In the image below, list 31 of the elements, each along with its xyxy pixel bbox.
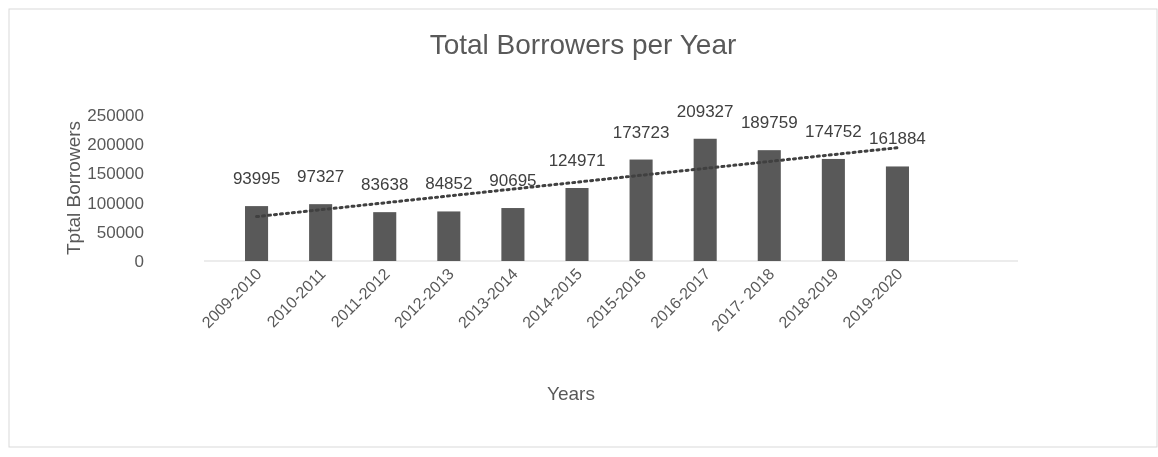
data-label: 97327 <box>297 167 345 187</box>
bar <box>437 211 461 261</box>
y-tick-label: 0 <box>134 252 144 271</box>
chart-title: Total Borrowers per Year <box>429 29 737 60</box>
bar <box>373 212 397 261</box>
bar <box>501 208 525 261</box>
data-label: 83638 <box>361 175 409 195</box>
bar <box>885 166 909 261</box>
data-label: 84852 <box>425 174 473 194</box>
data-label: 173723 <box>612 122 670 142</box>
y-tick-label: 100000 <box>87 193 144 213</box>
bar <box>629 159 653 261</box>
x-axis-title: Years <box>547 383 595 404</box>
bar <box>821 158 845 261</box>
bar <box>565 188 589 261</box>
y-tick-label: 250000 <box>87 106 144 125</box>
bar <box>309 204 333 261</box>
data-label: 93995 <box>232 169 281 189</box>
y-tick-label: 200000 <box>87 135 144 155</box>
y-tick-label: 50000 <box>96 222 144 242</box>
bar <box>245 206 269 261</box>
data-label: 174752 <box>804 121 862 141</box>
y-tick-label: 150000 <box>87 164 144 184</box>
y-axis-title: Tptal Borrowers <box>63 120 84 256</box>
data-label: 124971 <box>548 151 606 171</box>
data-label: 161884 <box>869 129 926 149</box>
data-label: 189759 <box>740 113 798 133</box>
bar <box>693 138 717 261</box>
data-label: 209327 <box>676 101 734 121</box>
bar <box>757 150 781 261</box>
data-label: 90695 <box>489 171 537 191</box>
